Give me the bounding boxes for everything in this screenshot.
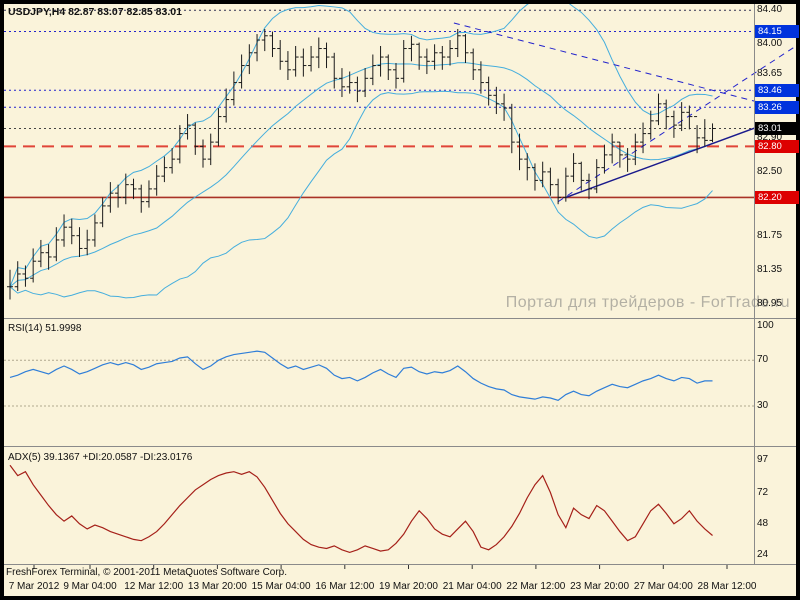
time-axis-label: 12 Mar 12:00 xyxy=(124,581,184,592)
adx-axis-label: 72 xyxy=(757,486,769,498)
adx-axis-label: 24 xyxy=(757,549,769,560)
rsi-axis-label: 70 xyxy=(757,354,769,366)
time-axis-label: 28 Mar 12:00 xyxy=(697,581,757,592)
price-axis-label: 81.35 xyxy=(757,263,783,275)
chart-symbol-title: USDJPY,H4 82.87 83.07 82.85 83.01 xyxy=(8,6,182,18)
price-badge-82.80: 82.80 xyxy=(755,139,799,153)
adx-indicator-label: ADX(5) 39.1367 +DI:20.0587 -DI:23.0176 xyxy=(8,452,193,463)
price-badge-83.46: 83.46 xyxy=(755,83,799,97)
time-axis-label: 9 Mar 04:00 xyxy=(63,581,117,592)
price-badge-84.15: 84.15 xyxy=(755,25,799,39)
price-badge-83.26: 83.26 xyxy=(755,100,799,114)
time-axis-label: 19 Mar 20:00 xyxy=(379,581,438,592)
time-axis-label: 7 Mar 2012 xyxy=(8,581,60,592)
time-axis-label: 15 Mar 04:00 xyxy=(251,581,311,592)
time-axis-label: 22 Mar 12:00 xyxy=(506,581,566,592)
adx-axis-label: 48 xyxy=(757,517,769,529)
price-axis-label: 81.75 xyxy=(757,229,783,241)
price-axis-label: 80.95 xyxy=(757,297,783,309)
watermark: Портал для трейдеров - ForTrade.ru xyxy=(505,294,790,311)
price-axis-label: 82.50 xyxy=(757,165,783,177)
rsi-axis-label: 100 xyxy=(757,320,774,331)
time-axis-label: 27 Mar 04:00 xyxy=(633,581,693,592)
rsi-indicator-label: RSI(14) 51.9998 xyxy=(8,323,82,334)
terminal-copyright: FreshForex Terminal, © 2001-2011 MetaQuo… xyxy=(6,567,288,578)
time-axis-label: 21 Mar 04:00 xyxy=(442,581,502,592)
rsi-axis-label: 30 xyxy=(757,400,769,411)
price-axis-label: 84.00 xyxy=(757,38,783,50)
adx-axis-label: 97 xyxy=(757,454,769,465)
price-axis-label: 83.65 xyxy=(757,68,783,80)
time-axis-label: 13 Mar 20:00 xyxy=(187,581,247,592)
price-axis-label: 84.40 xyxy=(757,4,783,16)
time-axis-label: 16 Mar 12:00 xyxy=(315,581,375,592)
time-axis-label: 23 Mar 20:00 xyxy=(570,581,630,592)
price-badge-83.01: 83.01 xyxy=(755,122,799,135)
price-axis-label: 82.90 xyxy=(757,131,783,143)
price-badge-82.20: 82.20 xyxy=(755,190,799,204)
